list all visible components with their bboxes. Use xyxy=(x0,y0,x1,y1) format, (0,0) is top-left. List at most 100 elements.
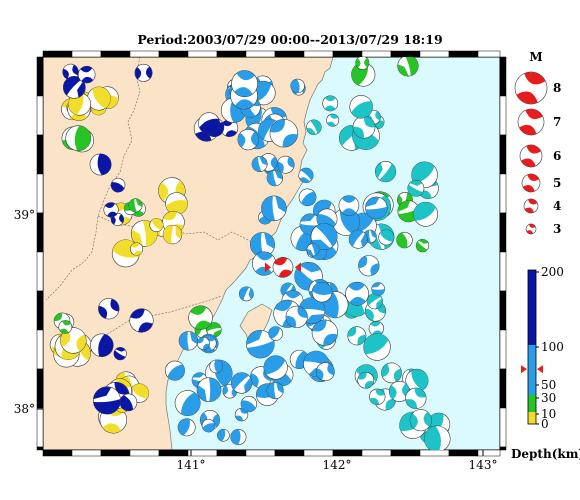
frame-segment xyxy=(36,251,44,292)
frame-segment xyxy=(303,50,334,58)
mainshock-marker-right xyxy=(294,262,301,273)
depth-marker-right xyxy=(537,365,543,374)
mainshock-mechanism xyxy=(264,257,301,278)
frame-segment xyxy=(390,449,421,457)
lat-tick-label: 39° xyxy=(14,208,35,222)
frame-segment xyxy=(361,449,392,457)
frame-segment xyxy=(216,449,247,457)
frame-segment xyxy=(36,212,44,253)
focal-mechanism xyxy=(188,305,213,330)
depth-marker-left xyxy=(521,365,527,374)
focal-mechanism xyxy=(237,128,259,151)
focal-mechanism xyxy=(164,360,185,381)
focal-mechanism xyxy=(517,108,545,136)
frame-segment xyxy=(499,95,507,136)
focal-mechanism xyxy=(134,63,153,82)
focal-mechanism xyxy=(366,293,383,310)
focal-mechanism xyxy=(285,305,308,328)
focal-mechanism xyxy=(162,224,183,245)
frame-segment xyxy=(42,50,73,58)
frame-segment xyxy=(419,50,450,58)
frame-segment xyxy=(129,449,160,457)
period-title: Period:2003/07/29 00:00--2013/07/29 18:1… xyxy=(137,32,443,47)
prefecture-borders xyxy=(45,56,263,341)
frame-segment xyxy=(499,212,507,253)
depth-band-mid xyxy=(528,345,536,395)
frame-segment xyxy=(158,50,189,58)
focal-mechanism xyxy=(197,337,210,350)
focal-mechanism xyxy=(251,156,268,172)
focal-mechanism xyxy=(348,229,368,249)
focal-mechanism xyxy=(369,388,386,405)
frame-segment xyxy=(36,368,44,409)
depth-band-deep xyxy=(528,270,536,345)
focal-mechanism xyxy=(396,231,413,249)
focal-mechanism xyxy=(381,362,402,384)
focal-mechanism xyxy=(65,125,92,151)
focal-mechanism xyxy=(311,281,333,303)
focal-mechanism xyxy=(129,308,154,333)
focal-mechanism xyxy=(238,286,254,302)
depth-label: 0 xyxy=(541,417,549,431)
focal-mechanism xyxy=(246,329,275,359)
frame-segment xyxy=(303,449,334,457)
depth-label: 200 xyxy=(541,265,564,279)
focal-mechanism xyxy=(261,195,287,222)
focal-mechanism xyxy=(128,198,143,213)
frame-segment xyxy=(332,50,363,58)
frame-segment xyxy=(36,407,44,448)
frame-segment xyxy=(71,449,102,457)
mainshock-marker-left xyxy=(264,262,271,273)
frame-segment xyxy=(499,446,507,451)
focal-mechanism xyxy=(217,428,230,442)
focal-mechanism xyxy=(349,95,373,119)
focal-mechanism xyxy=(78,65,96,84)
frame-segment xyxy=(36,446,44,451)
focal-mechanism xyxy=(177,418,196,437)
focal-mechanism xyxy=(405,368,429,392)
focal-mechanism xyxy=(374,161,397,183)
frame-segment xyxy=(129,50,160,58)
frame-ticks xyxy=(36,50,507,457)
focal-mechanism xyxy=(355,57,370,70)
focal-mechanism xyxy=(230,372,253,394)
focal-mechanism xyxy=(514,71,548,105)
focal-mechanism xyxy=(60,327,87,354)
focal-mechanism xyxy=(130,242,144,256)
focal-mechanism xyxy=(263,355,288,380)
focal-mechanism xyxy=(149,218,164,233)
depth-label: 50 xyxy=(541,378,556,392)
frame-segment xyxy=(361,50,392,58)
lon-tick-label: 143° xyxy=(469,458,498,472)
frame-segment xyxy=(499,251,507,292)
focal-mechanism xyxy=(276,155,295,174)
frame-segment xyxy=(187,50,218,58)
magnitude-legend-label: 6 xyxy=(553,149,561,163)
magnitude-legend-label: 4 xyxy=(553,199,561,213)
frame-segment xyxy=(419,449,450,457)
magnitude-legend-label: 7 xyxy=(553,115,561,129)
frame-segment xyxy=(477,50,501,58)
frame-segment xyxy=(36,290,44,331)
focal-mechanism xyxy=(338,195,360,216)
frame-segment xyxy=(100,50,131,58)
frame-segment xyxy=(71,50,102,58)
frame-segment xyxy=(448,449,479,457)
lon-tick-label: 141° xyxy=(177,458,206,472)
axis-tick-labels: 141° 142° 143° 39° 38° xyxy=(14,208,498,472)
frame-segment xyxy=(499,368,507,409)
focal-mechanism xyxy=(365,196,388,220)
focal-mechanism xyxy=(326,113,340,127)
focal-mechanism xyxy=(165,192,188,215)
magnitude-legend: M 8 7 6 5 4 3 xyxy=(514,50,561,236)
focal-mechanism xyxy=(87,86,111,111)
focal-mechanism xyxy=(230,428,247,446)
frame-segment xyxy=(100,449,131,457)
focal-mechanism xyxy=(266,381,284,400)
frame-segment xyxy=(245,449,276,457)
focal-mechanism xyxy=(196,377,222,403)
focal-mechanism xyxy=(113,347,127,361)
focal-mechanism xyxy=(266,169,284,187)
